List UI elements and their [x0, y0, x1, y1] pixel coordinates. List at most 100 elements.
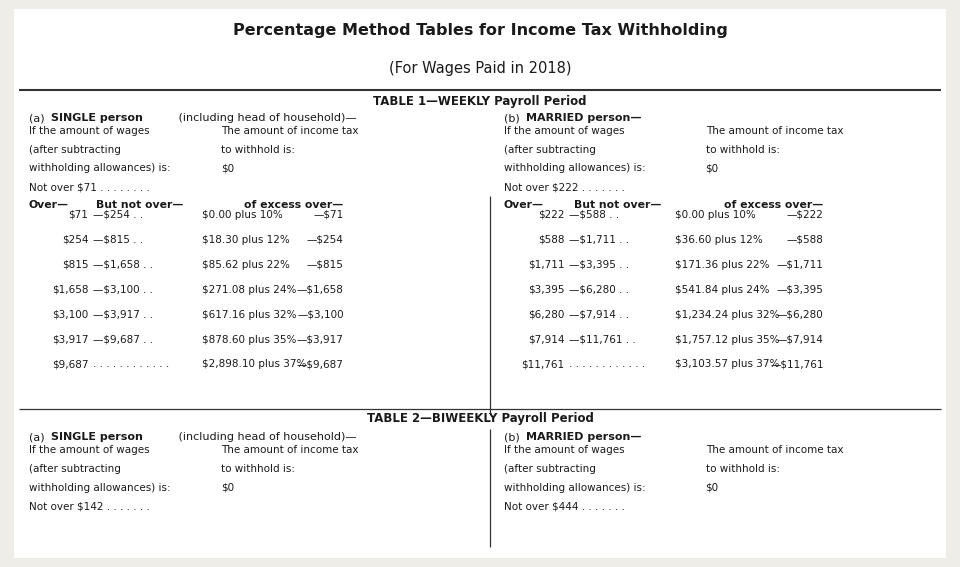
Text: $254: $254 [61, 235, 88, 245]
Text: —$3,917 . .: —$3,917 . . [93, 310, 154, 320]
Text: withholding allowances) is:: withholding allowances) is: [504, 163, 646, 174]
Text: $36.60 plus 12%: $36.60 plus 12% [675, 235, 762, 245]
Text: $271.08 plus 24%: $271.08 plus 24% [202, 285, 296, 295]
Text: —$1,658: —$1,658 [297, 285, 344, 295]
Text: $0: $0 [706, 163, 719, 174]
Text: withholding allowances) is:: withholding allowances) is: [29, 483, 171, 493]
Text: —$3,100: —$3,100 [297, 310, 344, 320]
Text: —$3,395: —$3,395 [777, 285, 824, 295]
Text: to withhold is:: to withhold is: [221, 464, 295, 474]
Text: (including head of household)—: (including head of household)— [175, 113, 356, 124]
Text: $1,658: $1,658 [52, 285, 88, 295]
Text: (after subtracting: (after subtracting [29, 464, 121, 474]
Text: . . . . . . . . . . . .: . . . . . . . . . . . . [93, 359, 169, 370]
Text: The amount of income tax: The amount of income tax [706, 445, 843, 455]
Text: $171.36 plus 22%: $171.36 plus 22% [675, 260, 769, 270]
Text: (b): (b) [504, 432, 523, 442]
Text: (after subtracting: (after subtracting [29, 145, 121, 155]
Text: —$815: —$815 [307, 260, 344, 270]
Text: withholding allowances) is:: withholding allowances) is: [504, 483, 646, 493]
Text: —$1,711: —$1,711 [777, 260, 824, 270]
Text: (after subtracting: (after subtracting [504, 464, 596, 474]
Text: —$254 . .: —$254 . . [93, 210, 143, 220]
Text: $2,898.10 plus 37%: $2,898.10 plus 37% [202, 359, 306, 370]
Text: $0.00 plus 10%: $0.00 plus 10% [202, 210, 282, 220]
Text: $815: $815 [61, 260, 88, 270]
Text: $0: $0 [221, 483, 234, 493]
Text: of excess over—: of excess over— [725, 200, 824, 210]
Text: of excess over—: of excess over— [245, 200, 344, 210]
Text: Over—: Over— [504, 200, 544, 210]
Text: MARRIED person—: MARRIED person— [526, 432, 641, 442]
Text: $617.16 plus 32%: $617.16 plus 32% [202, 310, 296, 320]
Text: to withhold is:: to withhold is: [221, 145, 295, 155]
Text: —$9,687 . .: —$9,687 . . [93, 335, 154, 345]
Text: (a): (a) [29, 432, 48, 442]
Text: Over—: Over— [29, 200, 69, 210]
Text: $222: $222 [538, 210, 564, 220]
Text: $9,687: $9,687 [52, 359, 88, 370]
Text: The amount of income tax: The amount of income tax [221, 445, 358, 455]
Text: SINGLE person: SINGLE person [51, 432, 143, 442]
Text: Percentage Method Tables for Income Tax Withholding: Percentage Method Tables for Income Tax … [232, 23, 728, 37]
Text: —$11,761: —$11,761 [770, 359, 824, 370]
Text: —$71: —$71 [313, 210, 344, 220]
Text: Not over $222 . . . . . . .: Not over $222 . . . . . . . [504, 182, 625, 192]
Text: $11,761: $11,761 [521, 359, 564, 370]
Text: $0: $0 [706, 483, 719, 493]
Text: to withhold is:: to withhold is: [706, 145, 780, 155]
Text: $3,100: $3,100 [52, 310, 88, 320]
Text: TABLE 1—WEEKLY Payroll Period: TABLE 1—WEEKLY Payroll Period [373, 95, 587, 108]
Text: $588: $588 [538, 235, 564, 245]
Text: (For Wages Paid in 2018): (For Wages Paid in 2018) [389, 61, 571, 75]
Text: —$815 . .: —$815 . . [93, 235, 143, 245]
Text: —$1,658 . .: —$1,658 . . [93, 260, 154, 270]
Text: If the amount of wages: If the amount of wages [504, 126, 625, 136]
Text: Not over $444 . . . . . . .: Not over $444 . . . . . . . [504, 501, 625, 511]
Text: —$7,914 . .: —$7,914 . . [569, 310, 630, 320]
Text: TABLE 2—BIWEEKLY Payroll Period: TABLE 2—BIWEEKLY Payroll Period [367, 412, 593, 425]
Text: —$588 . .: —$588 . . [569, 210, 619, 220]
Text: (b): (b) [504, 113, 523, 124]
Text: $541.84 plus 24%: $541.84 plus 24% [675, 285, 769, 295]
Text: to withhold is:: to withhold is: [706, 464, 780, 474]
Text: $1,757.12 plus 35%: $1,757.12 plus 35% [675, 335, 780, 345]
Text: —$3,395 . .: —$3,395 . . [569, 260, 630, 270]
Text: —$222: —$222 [787, 210, 824, 220]
Text: $3,395: $3,395 [528, 285, 564, 295]
Text: But not over—: But not over— [574, 200, 661, 210]
Text: —$7,914: —$7,914 [777, 335, 824, 345]
Text: (after subtracting: (after subtracting [504, 145, 596, 155]
Text: $0.00 plus 10%: $0.00 plus 10% [675, 210, 756, 220]
Text: $71: $71 [68, 210, 88, 220]
Text: . . . . . . . . . . . .: . . . . . . . . . . . . [569, 359, 645, 370]
Text: But not over—: But not over— [96, 200, 183, 210]
Text: MARRIED person—: MARRIED person— [526, 113, 641, 124]
Text: (including head of household)—: (including head of household)— [175, 432, 356, 442]
Text: —$254: —$254 [307, 235, 344, 245]
Text: —$11,761 . .: —$11,761 . . [569, 335, 636, 345]
Text: If the amount of wages: If the amount of wages [29, 126, 150, 136]
Text: If the amount of wages: If the amount of wages [29, 445, 150, 455]
Text: $3,917: $3,917 [52, 335, 88, 345]
Text: —$9,687: —$9,687 [297, 359, 344, 370]
Text: —$6,280: —$6,280 [777, 310, 824, 320]
Text: $3,103.57 plus 37%: $3,103.57 plus 37% [675, 359, 780, 370]
Text: $18.30 plus 12%: $18.30 plus 12% [202, 235, 289, 245]
Text: (a): (a) [29, 113, 48, 124]
Text: Not over $142 . . . . . . .: Not over $142 . . . . . . . [29, 501, 150, 511]
Text: If the amount of wages: If the amount of wages [504, 445, 625, 455]
Text: The amount of income tax: The amount of income tax [221, 126, 358, 136]
Text: Not over $71 . . . . . . . .: Not over $71 . . . . . . . . [29, 182, 150, 192]
FancyBboxPatch shape [14, 9, 946, 558]
Text: —$1,711 . .: —$1,711 . . [569, 235, 630, 245]
Text: $878.60 plus 35%: $878.60 plus 35% [202, 335, 296, 345]
Text: $85.62 plus 22%: $85.62 plus 22% [202, 260, 290, 270]
Text: —$3,100 . .: —$3,100 . . [93, 285, 153, 295]
Text: $1,234.24 plus 32%: $1,234.24 plus 32% [675, 310, 780, 320]
Text: $1,711: $1,711 [528, 260, 564, 270]
Text: —$588: —$588 [787, 235, 824, 245]
Text: SINGLE person: SINGLE person [51, 113, 143, 124]
Text: —$6,280 . .: —$6,280 . . [569, 285, 630, 295]
Text: $0: $0 [221, 163, 234, 174]
